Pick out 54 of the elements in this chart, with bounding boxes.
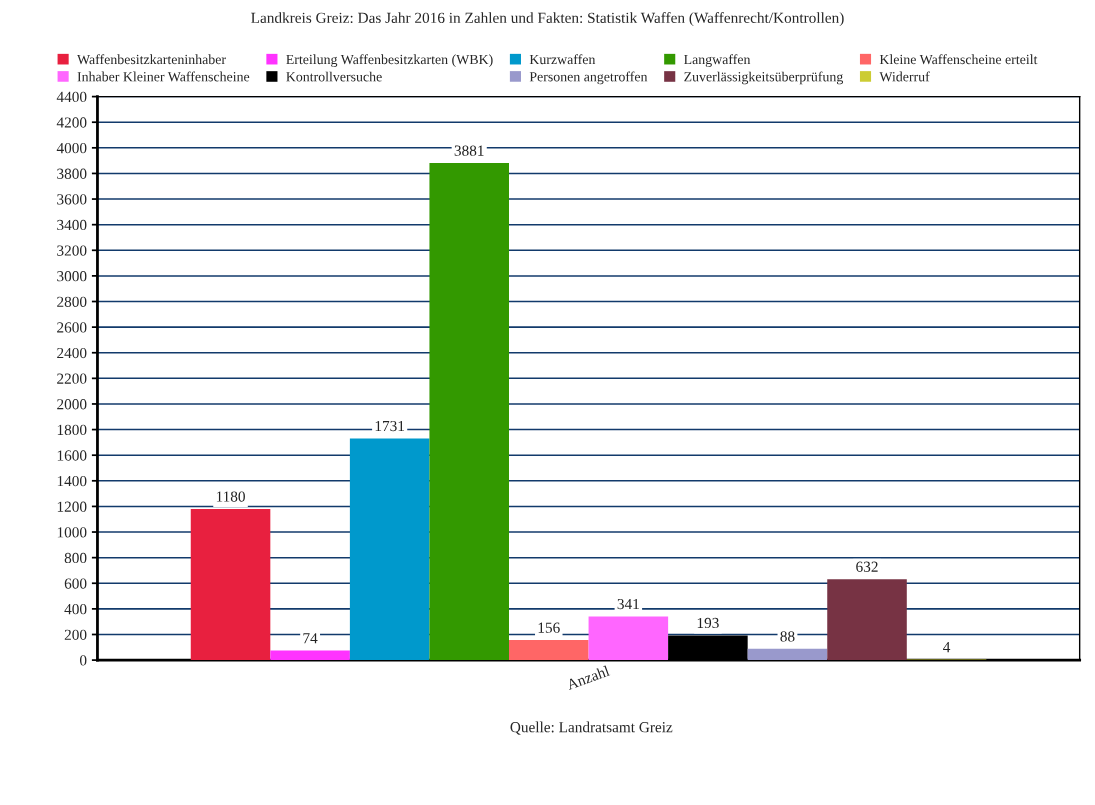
legend-label: Langwaffen [684, 54, 751, 67]
y-tick-label: 4000 [56, 142, 87, 154]
bar [429, 163, 509, 661]
source-note: Quelle: Landratsamt Greiz [510, 721, 673, 735]
y-tick-label: 2200 [57, 373, 87, 384]
y-tick-label: 4400 [56, 91, 87, 103]
data-label: 88 [780, 631, 795, 642]
y-tick-label: 2600 [57, 322, 87, 333]
y-tick-label: 1600 [57, 450, 87, 461]
bar [588, 616, 669, 661]
bar [747, 648, 828, 661]
legend-label: Inhaber Kleiner Waffenscheine [77, 71, 250, 82]
y-tick-label: 2000 [57, 399, 87, 410]
legend-label: Zuverlässigkeitsüberprüfung [684, 71, 844, 85]
data-label: 156 [538, 622, 560, 633]
data-label: 1180 [216, 491, 245, 502]
y-tick-label: 0 [79, 655, 87, 666]
legend-label: Personen angetroffen [529, 71, 648, 85]
y-tick-label: 200 [64, 629, 87, 640]
bar [509, 640, 589, 661]
y-tick-label: 3200 [57, 245, 87, 256]
y-tick-label: 1800 [57, 424, 87, 436]
legend-label: Widerruf [879, 71, 930, 82]
y-tick-label: 1000 [57, 527, 87, 538]
y-tick-label: 600 [64, 578, 87, 589]
y-tick-label: 2800 [57, 296, 87, 307]
x-tick-label: Anzahl [565, 665, 611, 691]
y-tick-label: 3400 [57, 219, 87, 231]
y-tick-label: 400 [64, 604, 87, 615]
bar [190, 508, 271, 661]
y-tick-label: 4200 [56, 117, 87, 128]
legend-label: Kleine Waffenscheine erteilt [879, 54, 1038, 65]
legend-label: Erteilung Waffenbesitzkarten (WBK) [286, 54, 493, 67]
legend-label: Waffenbesitzkarteninhaber [77, 54, 226, 65]
y-tick-label: 1400 [57, 475, 87, 487]
data-label: 341 [617, 598, 639, 610]
y-tick-label: 3600 [57, 194, 87, 205]
data-label: 193 [697, 617, 719, 629]
bar [827, 579, 907, 661]
data-label: 3881 [454, 145, 484, 156]
y-tick-label: 800 [64, 552, 87, 564]
legend-label: Kurzwaffen [529, 54, 596, 65]
data-label: 632 [856, 561, 878, 572]
chart-title: Landkreis Greiz: Das Jahr 2016 in Zahlen und Fakten: Statistik Waffen (Waffenrecht/Kontrollen) [251, 12, 844, 27]
data-label: 4 [943, 642, 951, 653]
y-tick-label: 3800 [57, 168, 87, 179]
y-tick-label: 1200 [57, 501, 87, 512]
y-tick-label: 3000 [57, 271, 87, 282]
data-label: 74 [303, 633, 318, 644]
bar [270, 650, 350, 661]
legend-label: Kontrollversuche [286, 71, 382, 82]
y-tick-label: 2400 [57, 347, 87, 359]
data-label: 1731 [375, 420, 405, 432]
bar [349, 438, 430, 661]
